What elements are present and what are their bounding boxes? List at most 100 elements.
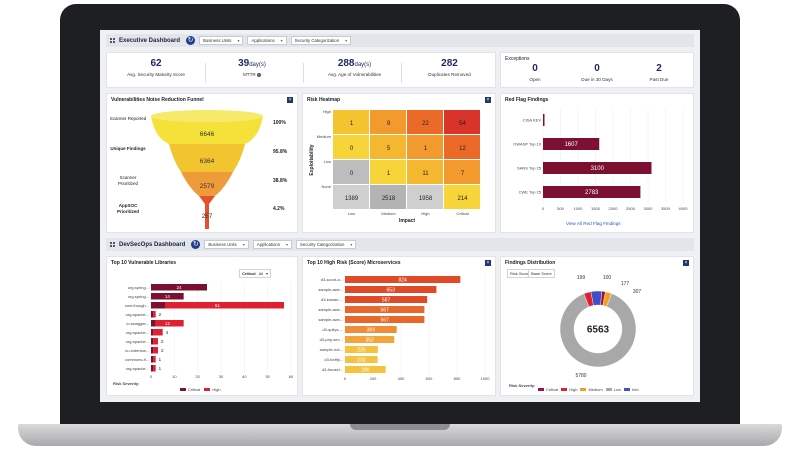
micro-bar[interactable] bbox=[345, 296, 428, 303]
heatmap-x-tick: Critical bbox=[456, 211, 468, 216]
info-icon[interactable]: i bbox=[257, 72, 262, 77]
libs-category: org.apache... bbox=[126, 339, 149, 344]
micro-category: sample-aws... bbox=[318, 287, 343, 292]
findings-legend: Critical High Medium Low Info bbox=[535, 387, 639, 392]
security-categorization-dropdown[interactable]: Security Categorization ▾ bbox=[295, 240, 357, 249]
libs-bar-high[interactable] bbox=[153, 311, 156, 318]
libs-bar-critical[interactable] bbox=[151, 347, 154, 354]
red-flag-bar[interactable] bbox=[543, 162, 652, 174]
micro-bar-value: 567 bbox=[381, 317, 390, 323]
micro-bar[interactable] bbox=[345, 326, 397, 333]
heatmap-cell[interactable] bbox=[370, 160, 406, 184]
red-flag-x-tick: 2500 bbox=[626, 206, 636, 211]
donut-slice-high[interactable] bbox=[583, 291, 594, 307]
libs-bar-critical[interactable] bbox=[151, 365, 154, 372]
libs-bar-high[interactable] bbox=[153, 329, 163, 336]
close-icon[interactable]: × bbox=[683, 260, 689, 266]
view-all-red-flag-link[interactable]: View All Red Flag Findings bbox=[566, 221, 621, 226]
heatmap-cell-value: 1958 bbox=[419, 196, 433, 202]
heatmap-title: Risk Heatmap bbox=[307, 97, 341, 103]
red-flag-bar[interactable] bbox=[543, 114, 545, 126]
libs-bar-critical[interactable] bbox=[151, 320, 156, 327]
refresh-icon[interactable]: ↻ bbox=[191, 240, 201, 249]
heatmap-cell[interactable] bbox=[333, 110, 369, 134]
exceptions-past-due[interactable]: 2 Past Due bbox=[649, 63, 669, 82]
micro-bar[interactable] bbox=[345, 306, 425, 313]
risk-severity-label: Risk Severity: bbox=[113, 381, 140, 386]
refresh-icon[interactable]: ↻ bbox=[186, 36, 196, 45]
legend-label: Info bbox=[632, 387, 639, 392]
libs-bar-critical[interactable] bbox=[151, 284, 207, 291]
donut-slice-label: 5780 bbox=[575, 373, 586, 379]
micro-bar[interactable] bbox=[345, 316, 425, 323]
donut-slice-low[interactable] bbox=[559, 293, 637, 368]
heatmap-cell[interactable] bbox=[370, 110, 406, 134]
libs-x-tick: 60 bbox=[289, 374, 294, 379]
micro-bar[interactable] bbox=[345, 336, 395, 343]
heatmap-cell[interactable] bbox=[407, 185, 443, 209]
business-units-dropdown[interactable]: Business Units ▾ bbox=[204, 240, 249, 249]
close-icon[interactable]: × bbox=[485, 260, 491, 266]
heatmap-cell[interactable] bbox=[444, 160, 480, 184]
heatmap-cell[interactable] bbox=[407, 160, 443, 184]
exceptions-open[interactable]: 0 Open bbox=[529, 63, 541, 82]
micro-bar-value: 290 bbox=[361, 367, 370, 373]
libs-bar-critical[interactable] bbox=[151, 338, 154, 345]
libs-bar-high[interactable] bbox=[153, 365, 156, 372]
funnel-stage-label: AppSOC Prioritized bbox=[116, 203, 139, 214]
libs-bar-high[interactable] bbox=[155, 320, 184, 327]
security-categorization-dropdown[interactable]: Security Categorization ▾ bbox=[290, 36, 352, 45]
micro-bar[interactable] bbox=[345, 276, 461, 283]
micro-bar[interactable] bbox=[345, 356, 378, 363]
drag-grip-icon[interactable] bbox=[110, 38, 115, 43]
red-flag-category: CWE Top 25 bbox=[519, 190, 542, 195]
applications-dropdown[interactable]: Applications ▾ bbox=[247, 36, 287, 45]
micro-x-tick: 0 bbox=[344, 376, 347, 381]
heatmap-cell[interactable] bbox=[370, 135, 406, 159]
heatmap-cell[interactable] bbox=[333, 160, 369, 184]
red-flag-bar[interactable] bbox=[543, 186, 641, 198]
red-flag-bar[interactable] bbox=[543, 138, 600, 150]
heatmap-cell[interactable] bbox=[407, 135, 443, 159]
divider bbox=[401, 63, 402, 83]
libs-x-tick: 40 bbox=[242, 374, 247, 379]
heatmap-cell[interactable] bbox=[407, 110, 443, 134]
funnel-stage-2[interactable] bbox=[169, 144, 245, 172]
libs-bar-high[interactable] bbox=[153, 356, 156, 363]
libs-bar-critical[interactable] bbox=[151, 311, 154, 318]
libs-bar-high[interactable] bbox=[165, 302, 284, 309]
libs-bar-critical[interactable] bbox=[151, 356, 154, 363]
red-flag-x-tick: 1500 bbox=[591, 206, 601, 211]
libs-bar-value: 12 bbox=[165, 321, 171, 326]
heatmap-cell-value: 1 bbox=[387, 171, 391, 177]
laptop-base bbox=[18, 424, 782, 446]
funnel-stage-4[interactable] bbox=[199, 196, 215, 229]
micro-bar[interactable] bbox=[345, 366, 386, 373]
heatmap-cell[interactable] bbox=[444, 135, 480, 159]
heatmap-cell[interactable] bbox=[370, 185, 406, 209]
heatmap-cell[interactable] bbox=[444, 110, 480, 134]
libs-bar-critical[interactable] bbox=[151, 302, 165, 309]
heatmap-cell-value: 54 bbox=[459, 121, 466, 127]
heatmap-cell[interactable] bbox=[333, 135, 369, 159]
heatmap-cell[interactable] bbox=[333, 185, 369, 209]
micro-bar[interactable] bbox=[345, 346, 378, 353]
heatmap-cell-value: 7 bbox=[461, 171, 465, 177]
funnel-stage-3[interactable] bbox=[181, 172, 233, 196]
applications-dropdown[interactable]: Applications ▾ bbox=[252, 240, 292, 249]
drag-grip-icon[interactable] bbox=[110, 242, 115, 247]
close-icon[interactable]: × bbox=[287, 97, 293, 103]
exceptions-due-30[interactable]: 0 Due in 30 Days bbox=[581, 63, 613, 82]
tab-base-score[interactable]: Base Score bbox=[528, 269, 555, 278]
libs-bar-high[interactable] bbox=[153, 338, 158, 345]
libs-bar-critical[interactable] bbox=[151, 329, 154, 336]
business-units-dropdown[interactable]: Business Units ▾ bbox=[199, 36, 244, 45]
libs-bar-high[interactable] bbox=[153, 347, 158, 354]
micro-bar-value: 369 bbox=[367, 327, 376, 333]
funnel-stage-1[interactable] bbox=[151, 116, 263, 144]
heatmap-cell[interactable] bbox=[444, 185, 480, 209]
micro-bar[interactable] bbox=[345, 286, 437, 293]
close-icon[interactable]: × bbox=[485, 97, 491, 103]
severity-filter-dropdown[interactable]: Critical All ▾ bbox=[239, 269, 272, 278]
libs-bar-critical[interactable] bbox=[151, 293, 184, 300]
